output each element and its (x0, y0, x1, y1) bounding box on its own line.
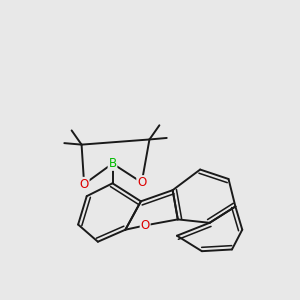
Text: O: O (140, 219, 150, 232)
Text: B: B (108, 157, 117, 170)
Text: O: O (137, 176, 146, 189)
Text: O: O (80, 178, 89, 191)
